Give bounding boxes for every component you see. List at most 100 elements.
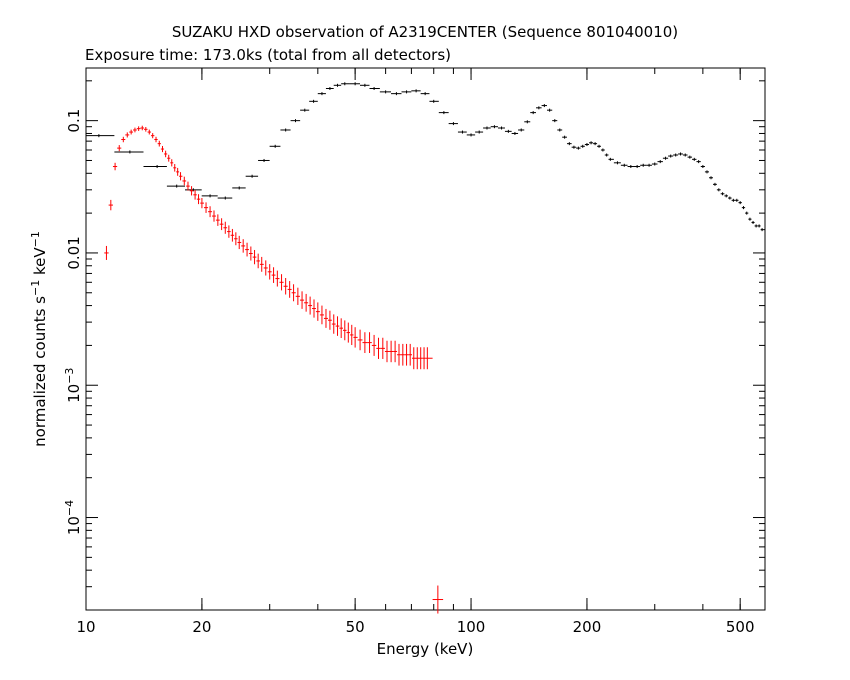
data-point [504, 129, 512, 133]
data-point [217, 196, 233, 200]
x-tick-label: 20 [192, 618, 211, 636]
data-point [369, 86, 380, 90]
data-point [757, 224, 761, 228]
data-point [136, 126, 141, 131]
data-point [571, 145, 577, 149]
data-point [200, 198, 204, 209]
data-point [275, 270, 280, 287]
y-tick-exponent: −4 [63, 500, 76, 516]
data-point [584, 143, 590, 147]
data-point [252, 249, 257, 265]
data-point [393, 340, 398, 363]
data-point [160, 145, 165, 153]
data-point [287, 281, 292, 298]
data-point [263, 260, 268, 276]
data-point [350, 324, 354, 346]
data-point [333, 83, 342, 87]
data-point [709, 176, 713, 180]
data-point [129, 129, 134, 135]
data-point [248, 246, 253, 261]
y-axis-label-exp1: −1 [29, 280, 42, 296]
data-point [483, 126, 491, 130]
data-point [342, 320, 347, 341]
data-point [157, 140, 161, 147]
data-point [541, 104, 547, 108]
data-point [317, 92, 326, 96]
data-point [331, 314, 336, 334]
data-point [696, 160, 701, 164]
x-tick-label: 100 [457, 618, 486, 636]
chart-title: SUZAKU HXD observation of A2319CENTER (S… [172, 23, 678, 41]
data-point [112, 162, 118, 171]
data-point [748, 217, 752, 221]
data-point [104, 245, 109, 260]
data-point [230, 228, 235, 242]
data-point [466, 133, 476, 137]
data-point [259, 256, 264, 272]
data-point [524, 120, 531, 124]
data-point [299, 291, 305, 309]
data-point [201, 194, 218, 198]
data-point [154, 136, 158, 143]
data-point [125, 132, 130, 138]
data-point [117, 145, 122, 152]
data-point [712, 182, 717, 186]
data-point [291, 284, 296, 302]
data-point [716, 188, 721, 192]
x-tick-label: 50 [346, 618, 365, 636]
data-point [391, 92, 402, 96]
data-point [353, 327, 358, 348]
data-point [346, 322, 351, 343]
y-tick-label: 10−4 [63, 500, 83, 535]
data-point [208, 206, 213, 218]
data-point [608, 157, 614, 161]
data-point [121, 136, 126, 143]
y-tick-base: 10 [65, 384, 83, 403]
data-point [668, 154, 674, 158]
data-point [438, 111, 449, 115]
data-point [147, 129, 151, 135]
data-point [597, 144, 601, 148]
data-point [620, 163, 628, 167]
data-point [182, 176, 187, 186]
data-point [657, 160, 663, 164]
data-point [179, 172, 183, 181]
data-point [283, 277, 288, 295]
data-point [530, 111, 537, 115]
data-point [429, 99, 439, 103]
data-point [232, 186, 246, 190]
data-point [511, 131, 519, 135]
y-tick-label: 0.1 [65, 109, 83, 133]
data-point [640, 163, 647, 167]
data-point [536, 106, 542, 110]
data-point [651, 162, 658, 166]
data-point [418, 347, 423, 370]
data-point [754, 224, 758, 228]
data-point [425, 347, 433, 370]
data-point [415, 347, 419, 370]
data-point [176, 167, 180, 176]
data-point [335, 316, 340, 336]
data-point [245, 174, 259, 178]
data-point [362, 332, 368, 353]
data-point [687, 155, 693, 159]
data-point [692, 157, 697, 161]
data-point [457, 130, 467, 134]
data-point [728, 196, 732, 200]
data-point [420, 92, 430, 96]
y-axis-label-exp2: −1 [29, 231, 42, 247]
data-point [379, 90, 392, 94]
data-point [646, 163, 652, 167]
y-tick-base: 0.1 [65, 109, 83, 133]
data-point [432, 585, 444, 614]
data-point [300, 108, 310, 112]
data-point [497, 126, 505, 130]
data-point [279, 274, 284, 291]
data-point [763, 228, 766, 232]
data-point [593, 142, 598, 146]
data-point [404, 343, 409, 366]
y-tick-base: 0.01 [65, 236, 83, 269]
data-point [552, 119, 558, 123]
data-point [234, 232, 238, 246]
